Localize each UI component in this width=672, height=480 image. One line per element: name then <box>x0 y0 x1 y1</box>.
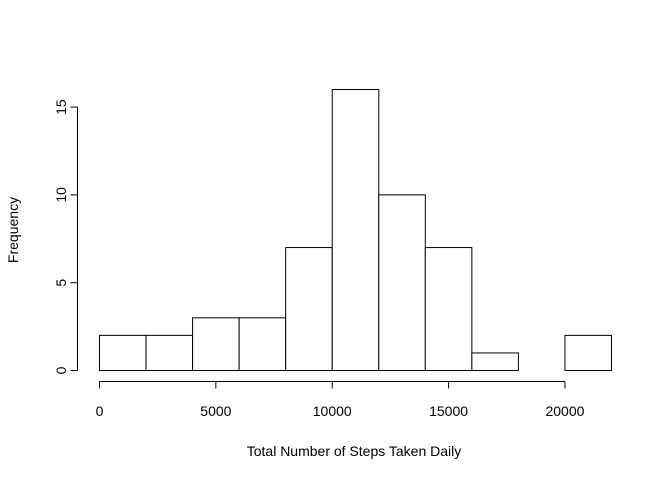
histogram-bar <box>471 352 519 371</box>
histogram-bars <box>99 89 612 371</box>
x-axis: 0 5000 10000 15000 20000 <box>96 381 585 419</box>
histogram-bar <box>564 334 612 371</box>
x-tick-label: 15000 <box>429 403 468 419</box>
histogram-bar <box>285 247 333 371</box>
y-tick-label: 10 <box>53 187 69 203</box>
x-tick-label: 0 <box>96 403 104 419</box>
x-tick-label: 10000 <box>313 403 352 419</box>
histogram-bar <box>424 247 473 371</box>
y-tick-label: 0 <box>53 366 69 374</box>
x-tick-label: 5000 <box>200 403 231 419</box>
y-axis: 0 5 10 15 <box>53 99 78 374</box>
y-tick-label: 15 <box>53 99 69 115</box>
histogram-bar <box>238 317 287 371</box>
histogram-bar <box>145 334 194 371</box>
histogram-bar <box>192 317 240 371</box>
y-axis-title: Frequency <box>5 197 21 263</box>
x-axis-title: Total Number of Steps Taken Daily <box>247 443 462 459</box>
y-tick-label: 5 <box>53 279 69 287</box>
histogram-bar <box>99 334 147 371</box>
histogram-bar <box>378 194 426 371</box>
histogram-bar <box>331 89 380 371</box>
x-tick-label: 20000 <box>545 403 584 419</box>
